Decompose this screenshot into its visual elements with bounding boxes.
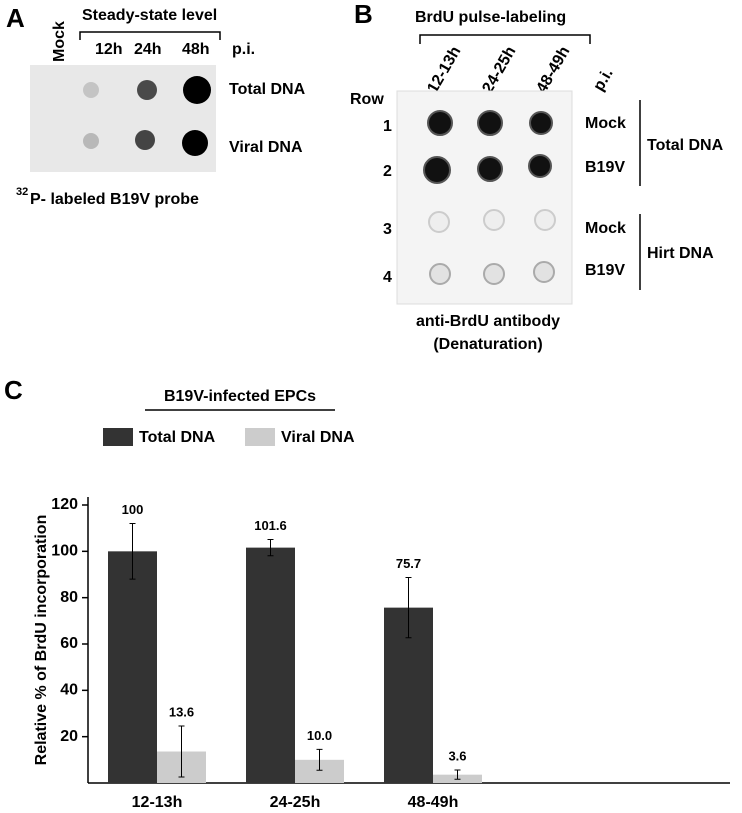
row-label: Mock bbox=[585, 220, 626, 237]
header: BrdU pulse-labeling bbox=[415, 9, 566, 26]
pi-label: p.i. bbox=[590, 66, 616, 95]
y-tick-label: 40 bbox=[60, 682, 78, 699]
column-label: 24h bbox=[134, 41, 162, 58]
y-tick-label: 80 bbox=[60, 589, 78, 606]
error-bar bbox=[267, 539, 274, 557]
row-label: Mock bbox=[585, 115, 626, 132]
x-tick-label: 12-13h bbox=[132, 794, 183, 811]
row-label: Viral DNA bbox=[229, 139, 303, 156]
bracket bbox=[79, 31, 221, 40]
superscript: 32 bbox=[16, 186, 28, 198]
row-label: Total DNA bbox=[229, 81, 306, 98]
legend-label: Total DNA bbox=[139, 429, 216, 446]
legend-swatch bbox=[103, 428, 133, 446]
dot bbox=[135, 130, 155, 150]
group-label: Hirt DNA bbox=[647, 245, 714, 262]
row-label: B19V bbox=[585, 159, 625, 176]
pi-label: p.i. bbox=[232, 41, 255, 58]
dot bbox=[83, 133, 99, 149]
value-label: 101.6 bbox=[254, 518, 287, 533]
legend-label: Viral DNA bbox=[281, 429, 355, 446]
bracket bbox=[419, 34, 591, 44]
value-label: 75.7 bbox=[396, 556, 421, 571]
y-tick-label: 20 bbox=[60, 728, 78, 745]
value-label: 3.6 bbox=[448, 748, 466, 763]
row-title: Row bbox=[350, 91, 384, 108]
dot bbox=[83, 82, 99, 98]
panel-letter: B bbox=[354, 0, 373, 29]
y-tick-label: 100 bbox=[51, 543, 78, 560]
dot bbox=[137, 80, 157, 100]
dot bbox=[182, 130, 208, 156]
error-bar bbox=[405, 577, 412, 639]
x-tick-label: 24-25h bbox=[270, 794, 321, 811]
row-number: 4 bbox=[383, 269, 392, 286]
error-bar bbox=[316, 748, 323, 771]
panel-letter: A bbox=[6, 3, 25, 33]
value-label: 10.0 bbox=[307, 728, 332, 743]
bar bbox=[246, 547, 295, 783]
row-number: 1 bbox=[383, 118, 392, 135]
column-label: 12-13h bbox=[424, 44, 464, 96]
column-label: 48h bbox=[182, 41, 210, 58]
dot bbox=[183, 76, 211, 104]
dots bbox=[423, 110, 556, 285]
column-label: 24-25h bbox=[479, 44, 519, 96]
error-bar bbox=[178, 725, 185, 778]
y-tick-label: 60 bbox=[60, 635, 78, 652]
legend-swatch bbox=[245, 428, 275, 446]
value-label: 100 bbox=[122, 502, 144, 517]
header: B19V-infected EPCs bbox=[164, 388, 316, 405]
group-label: Total DNA bbox=[647, 137, 724, 154]
row-number: 3 bbox=[383, 221, 392, 238]
bar bbox=[108, 551, 157, 783]
panel-letter: C bbox=[4, 375, 23, 405]
caption: anti-BrdU antibody bbox=[416, 313, 560, 330]
x-tick-label: 48-49h bbox=[408, 794, 459, 811]
column-label: 48-49h bbox=[533, 44, 573, 96]
row-number: 2 bbox=[383, 163, 392, 180]
probe-label: P- labeled B19V probe bbox=[30, 191, 199, 208]
caption: (Denaturation) bbox=[433, 336, 542, 353]
column-label: 12h bbox=[95, 41, 123, 58]
value-label: 13.6 bbox=[169, 704, 194, 719]
row-label: B19V bbox=[585, 262, 625, 279]
y-tick-label: 120 bbox=[51, 496, 78, 513]
header: Steady-state level bbox=[82, 7, 217, 24]
mock-label: Mock bbox=[51, 21, 68, 62]
y-axis-label: Relative % of BrdU incorporation bbox=[33, 515, 50, 766]
error-bar bbox=[129, 523, 136, 580]
bar bbox=[295, 759, 344, 783]
error-bar bbox=[454, 769, 461, 780]
